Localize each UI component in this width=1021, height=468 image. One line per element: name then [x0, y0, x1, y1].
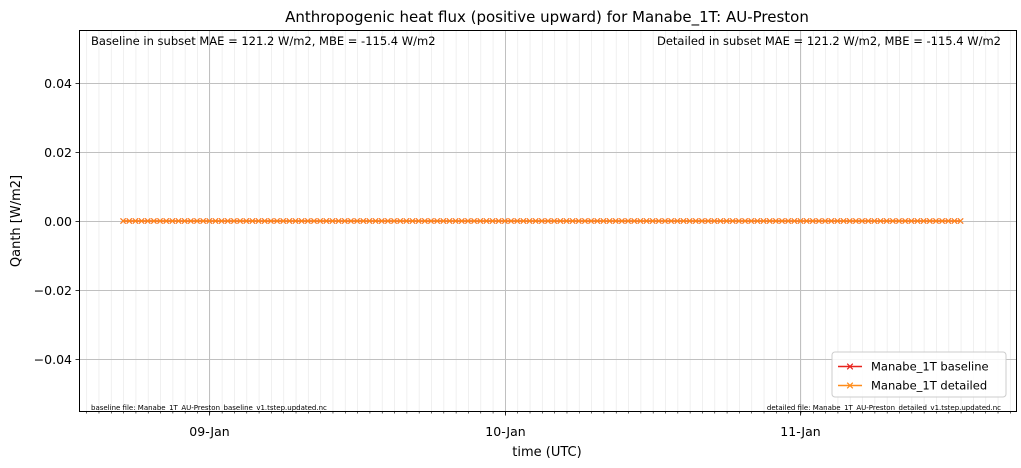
legend-marker-detailed [846, 382, 854, 389]
detailed-stats-annotation: Detailed in subset MAE = 121.2 W/m2, MBE… [657, 34, 1001, 48]
y-axis: 0.04 0.02 0.00 −0.02 −0.04 [34, 76, 80, 367]
baseline-file-annotation: baseline file: Manabe_1T_AU-Preston_base… [91, 404, 327, 412]
y-tick-label: 0.02 [44, 145, 72, 160]
series-markers-detailed [120, 218, 964, 224]
y-tick-label: −0.04 [34, 352, 72, 367]
x-axis-label: time (UTC) [512, 445, 581, 460]
legend-marker-baseline [846, 363, 854, 370]
y-tick-label: 0.00 [44, 214, 72, 229]
x-axis: 09-Jan 10-Jan 11-Jan [189, 411, 821, 439]
y-tick-label: −0.02 [34, 283, 72, 298]
detailed-file-annotation: detailed file: Manabe_1T_AU-Preston_deta… [767, 404, 1001, 412]
y-tick-label: 0.04 [44, 76, 72, 91]
chart-title: Anthropogenic heat flux (positive upward… [285, 8, 809, 27]
baseline-stats-annotation: Baseline in subset MAE = 121.2 W/m2, MBE… [91, 34, 436, 48]
legend-label-baseline: Manabe_1T baseline [871, 360, 989, 374]
plot-series [120, 218, 964, 224]
x-tick-label: 09-Jan [189, 424, 229, 439]
legend-entry-detailed: Manabe_1T detailed [838, 379, 987, 393]
x-tick-label: 10-Jan [485, 424, 525, 439]
legend: Manabe_1T baseline Manabe_1T detailed [831, 351, 1007, 398]
legend-entry-baseline: Manabe_1T baseline [838, 360, 989, 374]
x-tick-label: 11-Jan [780, 424, 820, 439]
legend-box [831, 351, 1007, 398]
plot-frame [79, 30, 1017, 412]
y-axis-label: Qanth [W/m2] [9, 175, 24, 267]
legend-label-detailed: Manabe_1T detailed [871, 379, 987, 393]
